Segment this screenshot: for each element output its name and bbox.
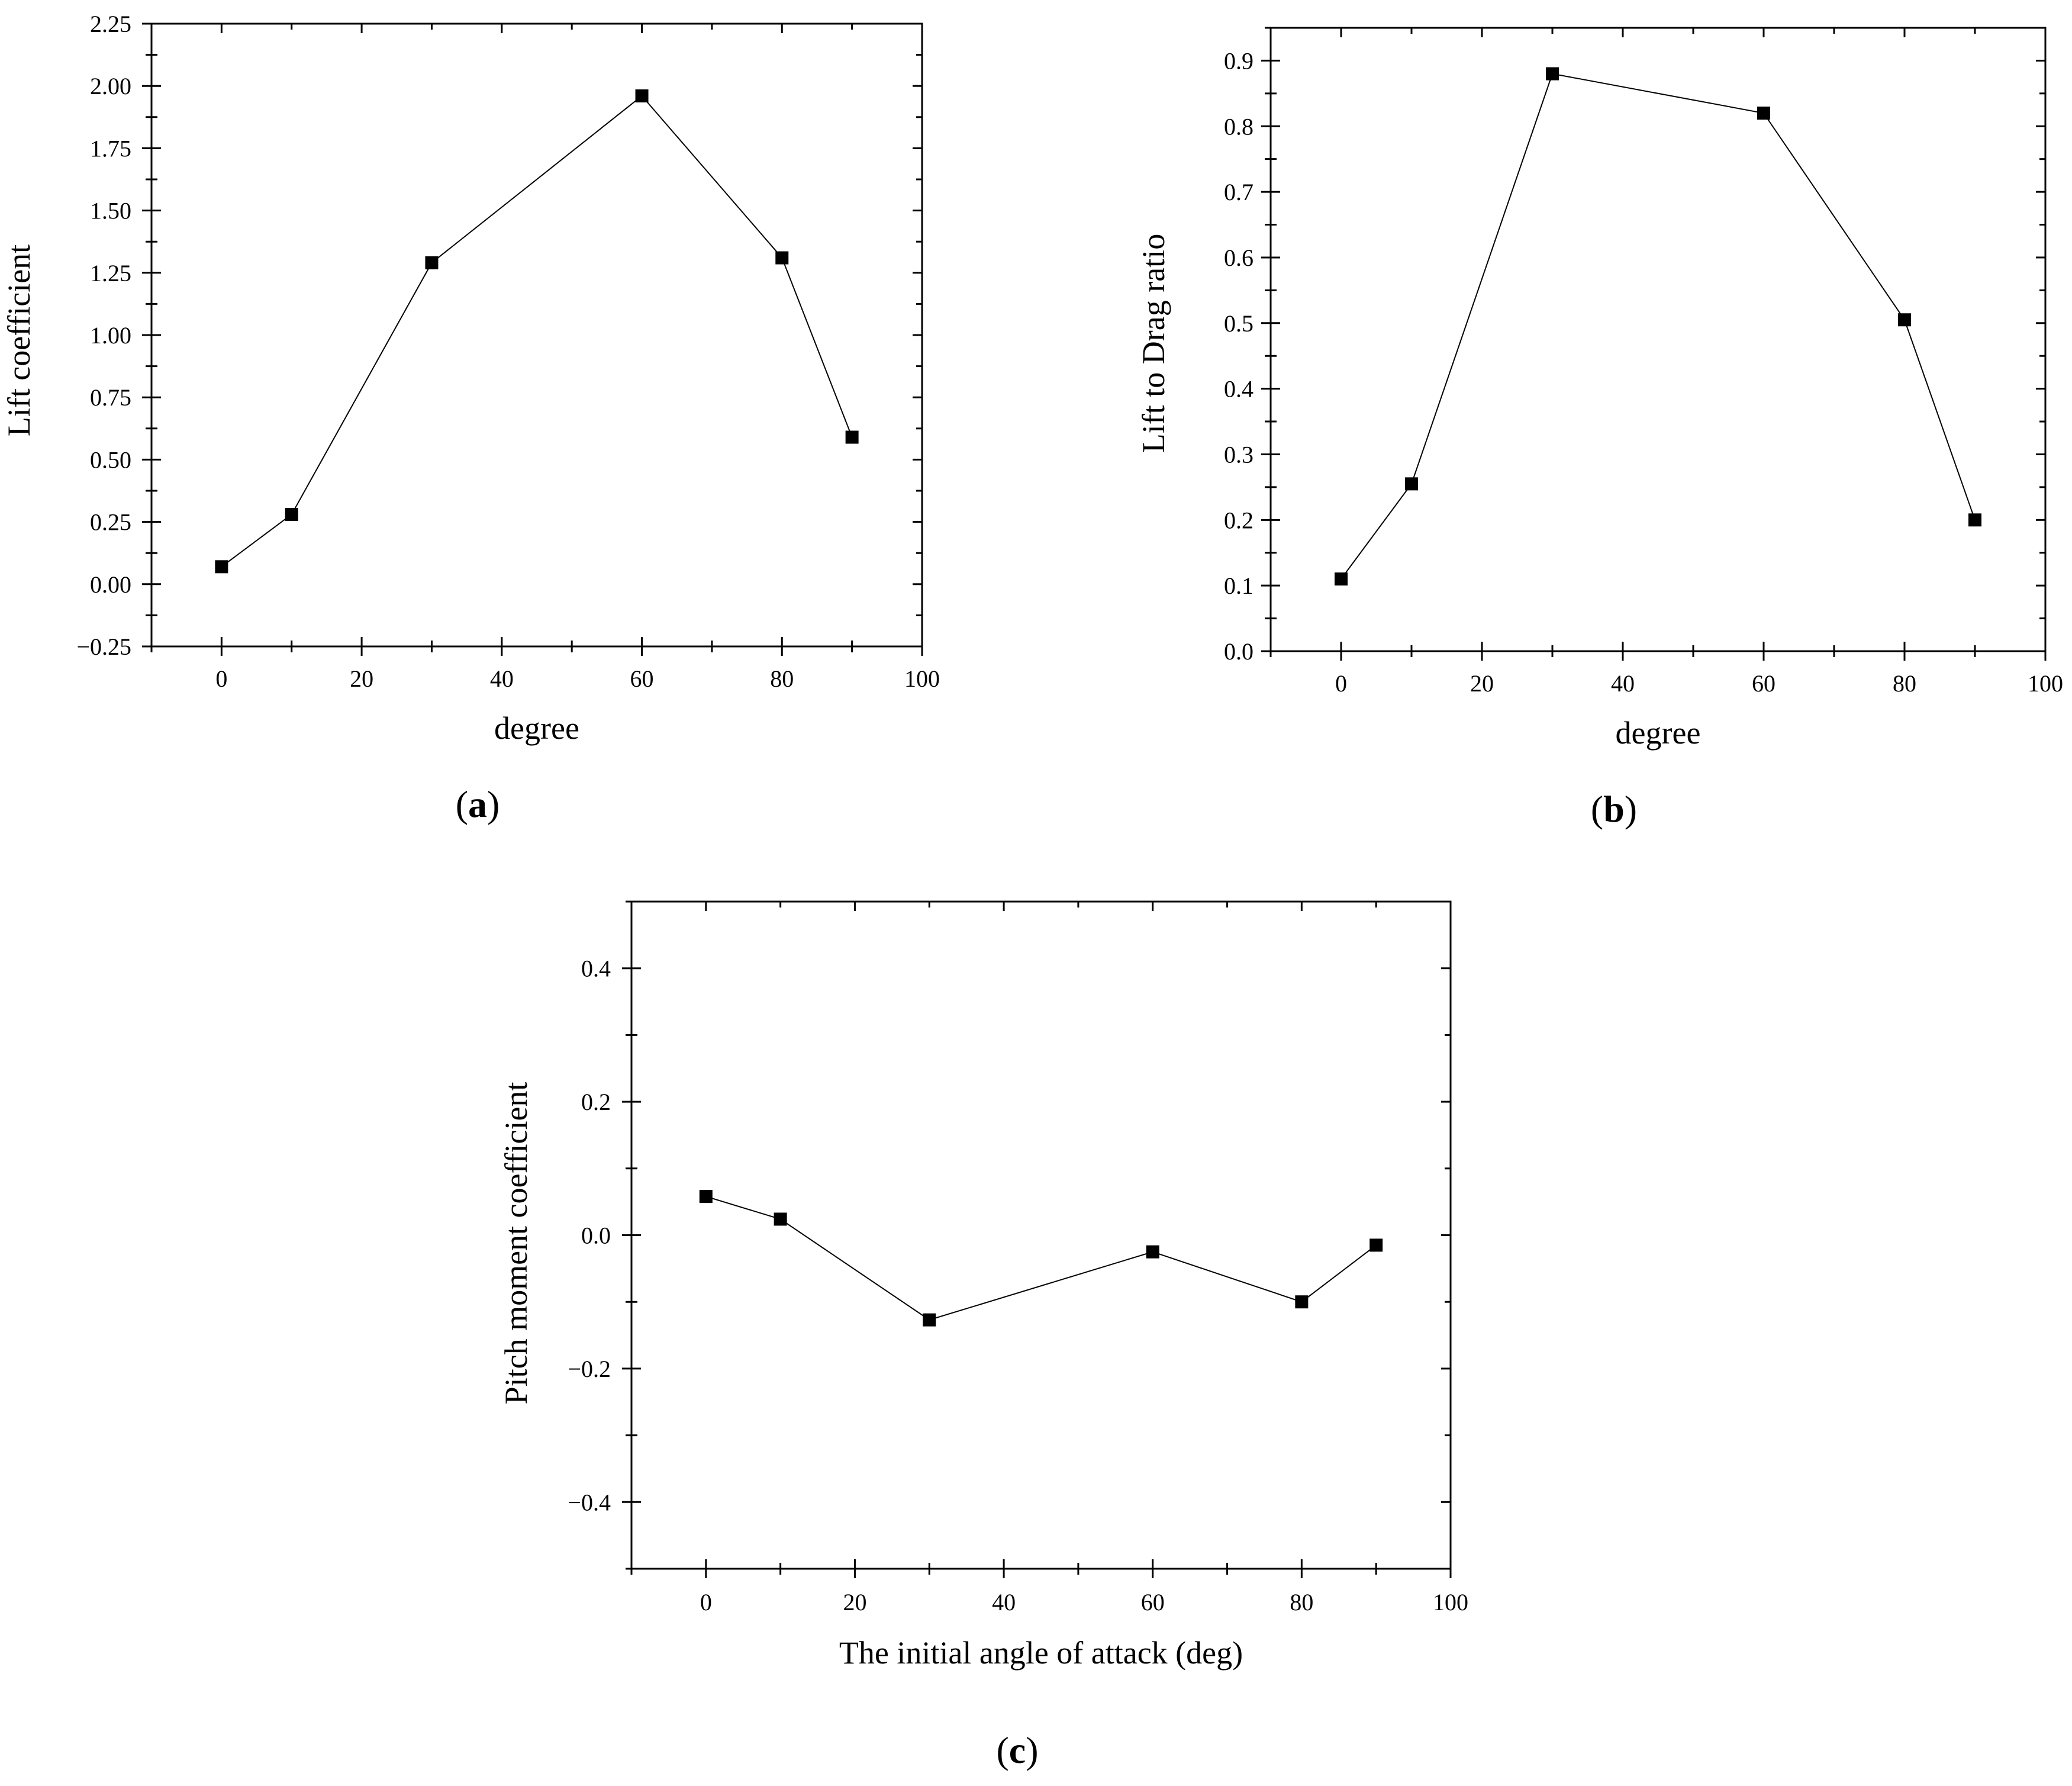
plot-frame bbox=[150, 22, 923, 648]
x-tick-label: 0 bbox=[1335, 670, 1347, 697]
x-tick-label: 80 bbox=[1893, 670, 1916, 697]
y-tick-label: −0.2 bbox=[568, 1356, 611, 1382]
x-tick-label: 80 bbox=[1290, 1589, 1313, 1616]
caption-close-paren: ) bbox=[1026, 1729, 1038, 1771]
y-tick-label: 0.0 bbox=[581, 1222, 611, 1249]
panel-caption: (b) bbox=[1591, 788, 1637, 830]
x-tick-label: 60 bbox=[1141, 1589, 1165, 1616]
y-tick-label: 0.2 bbox=[581, 1089, 611, 1115]
panel-a-lift-coefficient: 0 20 40 60 80 100 −0.25 0.00 0.25 0.50 0.75 1.00 1.2… bbox=[1, 11, 940, 825]
y-tick-label: 2.00 bbox=[90, 73, 131, 99]
panel-c-pitch-moment: 0 20 40 60 80 100 −0.4 −0.2 0.0 0.2 0.4 The initial… bbox=[498, 900, 1468, 1771]
x-tick-label: 0 bbox=[215, 665, 227, 692]
panel-b-lift-to-drag: 0 20 40 60 80 100 0.0 0.1 0.2 0.3 0.4 0.5 0.6 0.7 0.8 0… bbox=[1136, 27, 2063, 830]
y-tick-label: 0.50 bbox=[90, 446, 131, 473]
caption-letter: c bbox=[1009, 1729, 1026, 1771]
series-line bbox=[1340, 73, 1976, 580]
y-tick-label: −0.25 bbox=[76, 633, 131, 660]
caption-open-paren: ( bbox=[996, 1729, 1008, 1771]
data-point-marker bbox=[1757, 107, 1770, 120]
data-point-marker bbox=[285, 507, 298, 521]
x-axis-title: degree bbox=[1616, 715, 1701, 751]
data-point-marker bbox=[1546, 67, 1559, 81]
y-tick-label: 0.00 bbox=[90, 571, 131, 598]
panel-caption: (a) bbox=[456, 783, 500, 825]
y-tick-label: 0.75 bbox=[90, 384, 131, 411]
x-tick-label: 20 bbox=[350, 665, 373, 692]
y-tick-label: 0.0 bbox=[1224, 638, 1253, 665]
y-tick-label: 0.1 bbox=[1224, 572, 1253, 599]
y-tick-label: 1.25 bbox=[90, 260, 131, 287]
x-tick-label: 60 bbox=[1752, 670, 1775, 697]
y-tick-label: 0.25 bbox=[90, 509, 131, 536]
y-tick-label: −0.4 bbox=[568, 1489, 611, 1515]
y-tick-label: 0.6 bbox=[1224, 244, 1253, 271]
y-axis-title: Lift to Drag ratio bbox=[1136, 234, 1171, 453]
x-tick-label: 20 bbox=[843, 1589, 866, 1616]
data-point-marker bbox=[1146, 1245, 1159, 1259]
y-tick-label: 0.4 bbox=[581, 955, 611, 982]
y-tick-label: 1.75 bbox=[90, 135, 131, 162]
y-tick-label: 0.8 bbox=[1224, 113, 1253, 140]
x-tick-label: 100 bbox=[904, 665, 940, 692]
caption-letter: a bbox=[468, 783, 487, 825]
x-tick-label: 40 bbox=[490, 665, 514, 692]
x-tick-label: 40 bbox=[992, 1589, 1016, 1616]
data-point-marker bbox=[1898, 313, 1911, 327]
caption-letter: b bbox=[1603, 788, 1625, 830]
x-tick-label: 40 bbox=[1611, 670, 1635, 697]
x-axis-title: degree bbox=[494, 710, 579, 746]
data-point-marker bbox=[1369, 1238, 1383, 1252]
data-point-marker bbox=[845, 430, 859, 444]
x-axis-title: The initial angle of attack (deg) bbox=[839, 1635, 1243, 1671]
y-axis-title: Lift coefficient bbox=[1, 244, 37, 436]
data-point-marker bbox=[775, 251, 789, 265]
x-tick-label: 100 bbox=[2028, 670, 2063, 697]
plot-frame bbox=[1269, 27, 2047, 652]
caption-close-paren: ) bbox=[487, 783, 500, 825]
x-tick-label: 20 bbox=[1470, 670, 1494, 697]
series-line bbox=[705, 1196, 1377, 1321]
data-point-marker bbox=[635, 89, 649, 103]
x-tick-label: 0 bbox=[700, 1589, 712, 1616]
panel-caption: (c) bbox=[996, 1729, 1038, 1771]
y-axis-title: Pitch moment coefficient bbox=[498, 1082, 534, 1405]
plot-frame bbox=[630, 900, 1452, 1570]
data-point-marker bbox=[215, 560, 228, 574]
y-tick-label: 0.9 bbox=[1224, 47, 1253, 74]
y-tick-label: 1.50 bbox=[90, 198, 131, 224]
data-point-marker bbox=[1968, 513, 1981, 527]
y-tick-label: 0.4 bbox=[1224, 376, 1253, 403]
x-tick-label: 80 bbox=[770, 665, 794, 692]
y-tick-label: 1.00 bbox=[90, 322, 131, 349]
data-point-marker bbox=[1295, 1295, 1309, 1309]
data-point-marker bbox=[699, 1190, 713, 1203]
caption-close-paren: ) bbox=[1625, 788, 1637, 830]
caption-open-paren: ( bbox=[456, 783, 468, 825]
y-tick-label: 0.2 bbox=[1224, 507, 1253, 533]
data-point-marker bbox=[1335, 572, 1348, 586]
y-tick-label: 0.5 bbox=[1224, 310, 1253, 337]
caption-open-paren: ( bbox=[1591, 788, 1603, 830]
data-point-marker bbox=[425, 256, 439, 269]
data-point-marker bbox=[1405, 477, 1418, 491]
series-line bbox=[221, 95, 853, 568]
y-tick-label: 2.25 bbox=[90, 11, 131, 37]
y-tick-label: 0.3 bbox=[1224, 441, 1253, 468]
x-tick-label: 60 bbox=[630, 665, 654, 692]
x-tick-label: 100 bbox=[1433, 1589, 1468, 1616]
y-tick-label: 0.7 bbox=[1224, 179, 1253, 205]
data-point-marker bbox=[923, 1313, 936, 1327]
data-point-marker bbox=[774, 1212, 787, 1226]
